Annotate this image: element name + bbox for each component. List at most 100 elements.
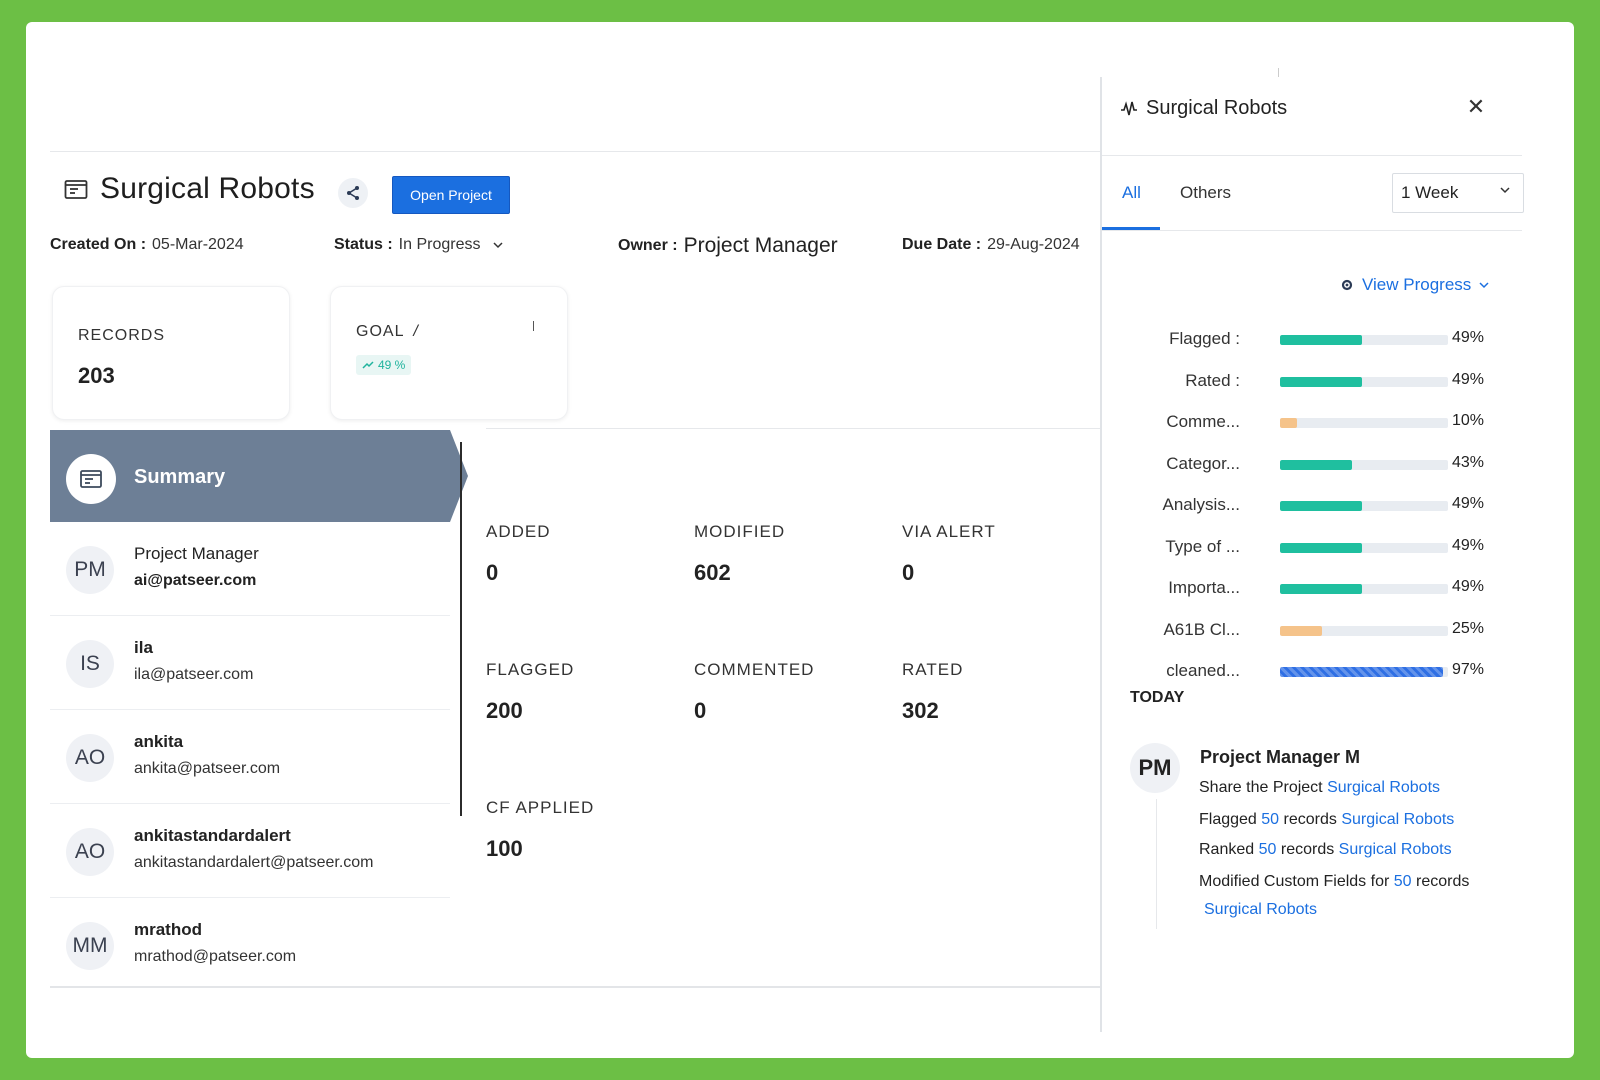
status-label: Status : <box>334 236 393 253</box>
owner-value: Project Manager <box>683 234 838 257</box>
summary-tab[interactable] <box>50 430 468 522</box>
stat-value: 200 <box>486 698 523 723</box>
settings-icon <box>1341 279 1353 291</box>
progress-fill <box>1280 335 1363 345</box>
goal-percent: 49 % <box>378 358 406 372</box>
avatar: MM <box>66 922 114 970</box>
stat-value: 602 <box>694 560 731 585</box>
progress-percent: 49% <box>1452 370 1485 388</box>
stat-value: 100 <box>486 836 523 861</box>
user-email: ankitastandardalert@patseer.com <box>134 854 374 871</box>
progress-fill <box>1280 418 1297 428</box>
user-name: Project Manager <box>134 544 259 563</box>
close-icon[interactable]: ✕ <box>1466 94 1486 119</box>
user-email: ai@patseer.com <box>134 572 257 589</box>
records-label: RECORDS <box>78 327 166 344</box>
stat-modified: MODIFIED 602 <box>694 522 785 586</box>
project-link[interactable]: Surgical Robots <box>1327 779 1441 796</box>
stat-flagged: FLAGGED 200 <box>486 660 574 724</box>
user-email: ila@patseer.com <box>134 666 254 683</box>
goal-label: GOAL / <box>356 323 419 341</box>
avatar: AO <box>66 734 114 782</box>
activity-pulse-icon <box>1121 100 1137 115</box>
user-row[interactable]: PM Project Manager ai@patseer.com <box>50 522 450 616</box>
app-frame: Surgical Robots Open Project Created On … <box>26 22 1574 1058</box>
stat-cf-applied: CF APPLIED 100 <box>486 798 594 862</box>
user-row[interactable]: MM mrathod mrathod@patseer.com <box>50 898 450 992</box>
progress-row: Analysis... 49% <box>1102 493 1522 517</box>
stat-rated: RATED 302 <box>902 660 963 724</box>
progress-label: Comme... <box>1166 412 1240 431</box>
goal-card: GOAL / 49 % <box>330 286 568 420</box>
user-name: ankita <box>134 732 184 751</box>
stat-added: ADDED 0 <box>486 522 551 586</box>
progress-label: Type of ... <box>1165 536 1240 556</box>
progress-percent: 49% <box>1452 495 1485 512</box>
progress-row: A61B Cl... 25% <box>1102 618 1522 642</box>
progress-percent: 10% <box>1452 412 1485 429</box>
activity-panel: Surgical Robots ✕ All Others 1 Week View… <box>1100 77 1574 1032</box>
view-progress-label: View Progress <box>1362 275 1472 294</box>
stat-label: MODIFIED <box>694 522 786 541</box>
view-progress-link[interactable]: View Progress <box>1340 275 1489 295</box>
avatar: AO <box>66 828 114 876</box>
progress-fill <box>1280 501 1363 511</box>
stat-label: RATED <box>902 660 964 679</box>
user-row[interactable]: AO ankita ankita@patseer.com <box>50 710 450 804</box>
period-value: 1 Week <box>1401 183 1459 202</box>
progress-track <box>1280 667 1448 677</box>
page-title: Surgical Robots <box>100 172 315 205</box>
activity-user-name: Project Manager M <box>1200 747 1361 767</box>
period-select[interactable]: 1 Week <box>1392 173 1524 213</box>
divider <box>50 151 1124 152</box>
records-count-link[interactable]: 50 <box>1393 873 1412 890</box>
owner: Owner : Project Manager <box>618 234 838 258</box>
share-button[interactable] <box>338 178 368 208</box>
user-name: ila <box>134 638 153 657</box>
tab-others[interactable]: Others <box>1180 183 1232 202</box>
stat-value: 0 <box>486 560 499 585</box>
stat-label: CF APPLIED <box>486 798 595 817</box>
stat-value: 302 <box>902 698 939 723</box>
progress-track <box>1280 501 1448 511</box>
project-folder-icon <box>64 180 88 199</box>
due-date-label: Due Date : <box>902 236 982 253</box>
created-on-label: Created On : <box>50 236 147 253</box>
records-count-link[interactable]: 50 <box>1258 841 1277 858</box>
user-email: mrathod@patseer.com <box>134 948 297 965</box>
project-link[interactable]: Surgical Robots <box>1204 901 1317 918</box>
edit-goal-icon[interactable]: / <box>413 323 419 340</box>
summary-divider <box>460 442 462 816</box>
progress-track <box>1280 418 1448 428</box>
project-link[interactable]: Surgical Robots <box>1338 841 1452 858</box>
avatar: PM <box>1130 743 1180 793</box>
chevron-down-icon <box>493 242 504 249</box>
records-value: 203 <box>78 363 115 388</box>
user-name: mrathod <box>134 920 202 939</box>
records-card: RECORDS 203 <box>52 286 290 420</box>
progress-label: Analysis... <box>1162 495 1240 514</box>
project-link[interactable]: Surgical Robots <box>1341 811 1455 828</box>
activity-item: Modified Custom Fields for 50 records <box>1199 873 1469 891</box>
stat-commented: COMMENTED 0 <box>694 660 814 724</box>
activity-text: records <box>1283 811 1337 828</box>
avatar: IS <box>66 640 114 688</box>
user-name: ankitastandardalert <box>134 826 291 845</box>
progress-track <box>1280 459 1448 470</box>
due-date: Due Date : 29-Aug-2024 <box>902 236 1080 254</box>
progress-fill <box>1280 625 1322 636</box>
panel-title: Surgical Robots <box>1146 97 1288 119</box>
records-count-link[interactable]: 50 <box>1261 811 1280 828</box>
progress-row: Type of ... 49% <box>1102 535 1522 559</box>
goal-marker <box>533 321 534 331</box>
open-project-button[interactable]: Open Project <box>392 176 510 214</box>
progress-fill <box>1280 376 1363 387</box>
user-row[interactable]: IS ila ila@patseer.com <box>50 616 450 710</box>
activity-item: Share the Project Surgical Robots <box>1199 779 1440 797</box>
stat-value: 0 <box>694 698 707 723</box>
status-dropdown[interactable]: Status : In Progress <box>334 236 504 254</box>
user-row[interactable]: AO ankitastandardalert ankitastandardale… <box>50 804 450 898</box>
stat-value: 0 <box>902 560 915 585</box>
activity-text: records <box>1280 841 1335 858</box>
tab-all[interactable]: All <box>1122 183 1141 202</box>
